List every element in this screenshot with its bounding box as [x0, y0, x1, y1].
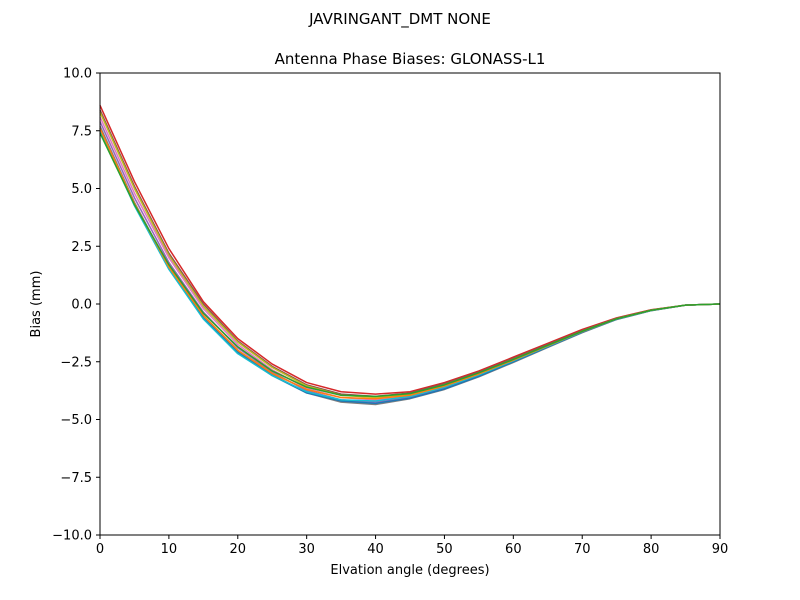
x-tick-label: 0	[96, 542, 104, 557]
y-tick-label: 5.0	[71, 182, 92, 197]
x-tick-label: 50	[436, 542, 453, 557]
y-tick-label: 2.5	[71, 240, 92, 255]
series-line-10	[99, 132, 721, 398]
series-line-9	[99, 128, 721, 400]
x-axis-label: Elvation angle (degrees)	[330, 563, 489, 578]
x-tick-label: 70	[574, 542, 591, 557]
y-tick-label: −10.0	[52, 529, 92, 544]
series-line-7	[99, 128, 721, 405]
y-tick-label: 10.0	[63, 67, 92, 82]
x-tick-label: 80	[643, 542, 660, 557]
series-line-5	[99, 121, 721, 403]
y-axis: 10.0 7.5 5.0 2.5 0.0 −2.5 −5.0 −7.5 −10.0	[52, 67, 100, 544]
x-tick-label: 10	[161, 542, 178, 557]
y-tick-label: −2.5	[60, 355, 92, 370]
y-tick-label: 7.5	[71, 124, 92, 139]
figure-suptitle: JAVRINGANT_DMT NONE	[308, 10, 491, 29]
series-line-4	[99, 116, 721, 401]
x-tick-label: 90	[712, 542, 729, 557]
series-line-6	[99, 125, 721, 406]
series-line-3	[99, 111, 721, 399]
x-tick-label: 60	[505, 542, 522, 557]
series-line-1	[99, 105, 721, 395]
x-tick-label: 20	[230, 542, 247, 557]
chart-title: Antenna Phase Biases: GLONASS-L1	[275, 50, 546, 68]
x-tick-label: 30	[298, 542, 315, 557]
y-tick-label: −7.5	[60, 471, 92, 486]
series-layer	[99, 105, 721, 406]
y-axis-label: Bias (mm)	[29, 271, 44, 338]
series-line-2	[99, 109, 721, 398]
x-tick-label: 40	[367, 542, 384, 557]
x-axis: 0 10 20 30 40 50 60 70 80 90	[96, 535, 728, 557]
y-tick-label: −5.0	[60, 413, 92, 428]
series-line-8	[99, 130, 721, 402]
y-tick-label: 0.0	[71, 298, 92, 313]
